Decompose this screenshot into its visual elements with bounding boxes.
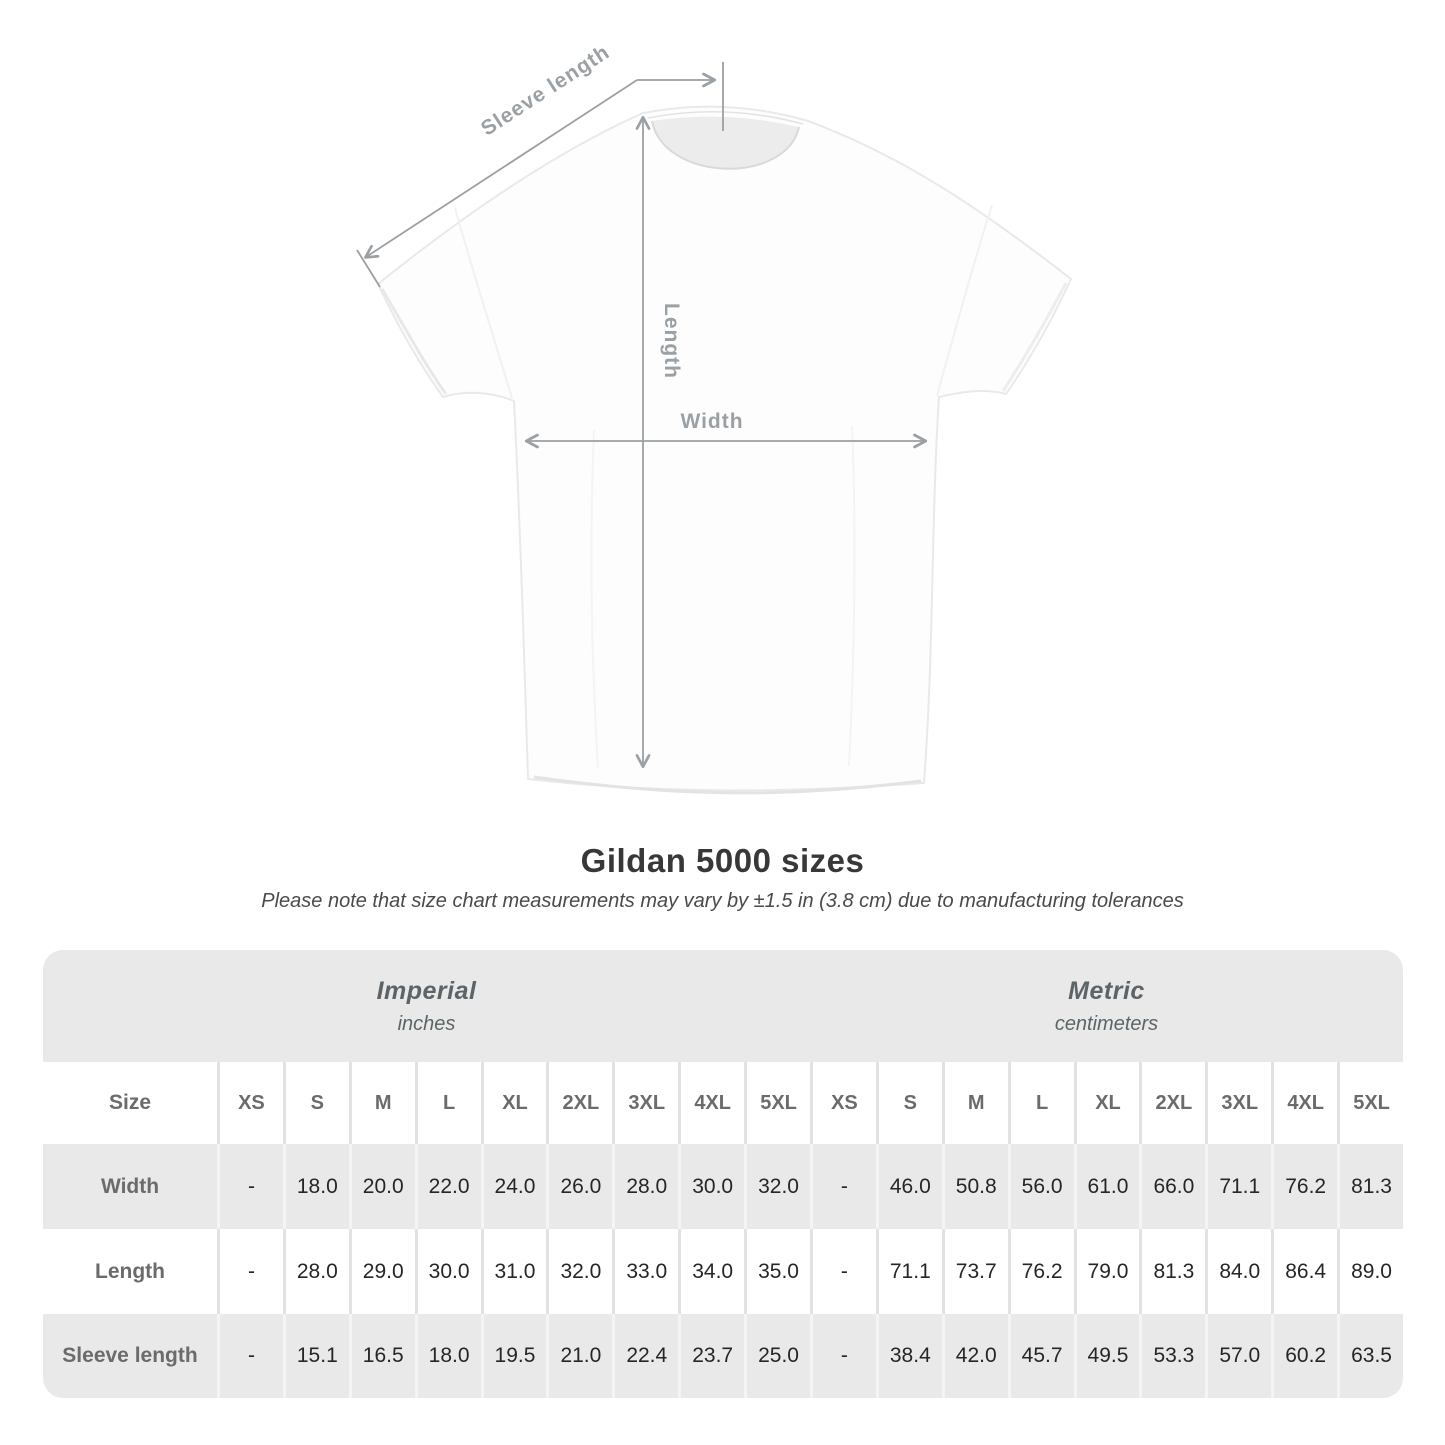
table-cell: 76.2 [1271, 1144, 1337, 1229]
table-cell: 19.5 [480, 1314, 547, 1398]
table-cell: 28.0 [612, 1144, 678, 1229]
table-cell: 16.5 [348, 1314, 415, 1398]
table-cell: 28.0 [282, 1229, 349, 1314]
table-cell: 46.0 [875, 1144, 942, 1229]
table-cell: 22.4 [612, 1314, 678, 1398]
unit-header-band: Imperial inches Metric centimeters [43, 950, 1403, 1062]
unit-sublabel: centimeters [1054, 1012, 1159, 1035]
table-cell: 35.0 [744, 1229, 810, 1314]
sleeve-length-label: Sleeve length [477, 40, 614, 140]
table-cell: 71.1 [875, 1229, 942, 1314]
table-cell: 21.0 [546, 1314, 612, 1398]
caption-block: Gildan 5000 sizes Please note that size … [0, 842, 1445, 913]
size-header-cell: XS [809, 1062, 876, 1144]
table-cell: - [217, 1314, 283, 1398]
table-cell: 66.0 [1139, 1144, 1205, 1229]
tolerance-note: Please note that size chart measurements… [261, 890, 1184, 912]
size-header-cell: XS [217, 1062, 283, 1144]
table-cell: 56.0 [1007, 1144, 1074, 1229]
unit-group-imperial: Imperial inches [43, 950, 810, 1062]
size-header-cell: 3XL [1205, 1062, 1271, 1144]
table-cell: 33.0 [612, 1229, 678, 1314]
unit-sublabel: inches [397, 1012, 456, 1035]
table-cell: 63.5 [1337, 1314, 1403, 1398]
size-header-row: Size XS S M L XL 2XL 3XL 4XL 5XL XS S M L XL 2XL 3XL 4XL… [43, 1062, 1403, 1144]
size-header-cell: 2XL [546, 1062, 612, 1144]
table-cell: 20.0 [348, 1144, 415, 1229]
sleeve-length-arrow [356, 62, 724, 288]
table-cell: 50.8 [941, 1144, 1008, 1229]
width-label: Width [680, 410, 743, 433]
table-row-width: Width -18.0 20.0 22.0 24.0 26.0 28.0 30.0 32.0-… [43, 1144, 1403, 1229]
table-cell: 15.1 [282, 1314, 349, 1398]
table-cell: 38.4 [875, 1314, 942, 1398]
table-cell: 42.0 [941, 1314, 1008, 1398]
table-cell: 23.7 [678, 1314, 744, 1398]
size-header-cell: S [875, 1062, 942, 1144]
page-title: Gildan 5000 sizes [580, 842, 865, 879]
table-cell: - [217, 1229, 283, 1314]
table-cell: 30.0 [678, 1144, 744, 1229]
table-cell: 89.0 [1337, 1229, 1403, 1314]
table-cell: 34.0 [678, 1229, 744, 1314]
unit-group-metric: Metric centimeters [810, 950, 1403, 1062]
table-cell: 45.7 [1007, 1314, 1074, 1398]
table-cell: 76.2 [1007, 1229, 1074, 1314]
table-cell: 79.0 [1073, 1229, 1140, 1314]
size-header-cell: XL [1073, 1062, 1140, 1144]
size-header-cell: M [941, 1062, 1008, 1144]
table-row-sleeve-length: Sleeve length -15.1 16.5 18.0 19.5 21.0 22.4 2… [43, 1314, 1403, 1398]
tshirt-graphic [376, 105, 1073, 795]
table-cell: 30.0 [414, 1229, 481, 1314]
table-cell: 86.4 [1271, 1229, 1337, 1314]
table-cell: 57.0 [1205, 1314, 1271, 1398]
table-cell: 61.0 [1073, 1144, 1140, 1229]
size-header-cell: 5XL [744, 1062, 810, 1144]
table-cell: 25.0 [744, 1314, 810, 1398]
table-cell: - [809, 1314, 876, 1398]
table-cell: - [217, 1144, 283, 1229]
unit-name: Metric [1068, 976, 1145, 1005]
tshirt-measurement-diagram: Sleeve length Length Width [356, 40, 1073, 795]
table-cell: 71.1 [1205, 1144, 1271, 1229]
size-header-cell: 2XL [1139, 1062, 1205, 1144]
size-header-cell: L [414, 1062, 481, 1144]
size-header-cell: XL [480, 1062, 547, 1144]
table-cell: 29.0 [348, 1229, 415, 1314]
length-label: Length [660, 303, 683, 379]
table-cell: 32.0 [546, 1229, 612, 1314]
table-cell: - [809, 1229, 876, 1314]
table-cell: 81.3 [1139, 1229, 1205, 1314]
table-row-length: Length -28.0 29.0 30.0 31.0 32.0 33.0 34.0 35.0… [43, 1229, 1403, 1314]
size-header-cell: 4XL [678, 1062, 744, 1144]
unit-name: Imperial [376, 976, 477, 1005]
table-cell: 18.0 [414, 1314, 481, 1398]
table-cell: 26.0 [546, 1144, 612, 1229]
table-cell: 22.0 [414, 1144, 481, 1229]
table-cell: 84.0 [1205, 1229, 1271, 1314]
row-label: Length [95, 1259, 165, 1283]
table-cell: 49.5 [1073, 1314, 1140, 1398]
size-header-cell: S [282, 1062, 349, 1144]
size-header-cell: 4XL [1271, 1062, 1337, 1144]
table-cell: 24.0 [480, 1144, 547, 1229]
table-cell: 73.7 [941, 1229, 1008, 1314]
table-cell: 60.2 [1271, 1314, 1337, 1398]
size-header-cell: 3XL [612, 1062, 678, 1144]
size-header-cell: 5XL [1337, 1062, 1403, 1144]
table-cell: 32.0 [744, 1144, 810, 1229]
size-header-cell: L [1007, 1062, 1074, 1144]
size-header-cell: M [348, 1062, 415, 1144]
table-cell: - [809, 1144, 876, 1229]
row-label: Size [108, 1091, 152, 1114]
row-label: Width [100, 1174, 160, 1198]
size-table: Imperial inches Metric centimeters Size … [43, 950, 1403, 1398]
table-cell: 18.0 [282, 1144, 349, 1229]
table-cell: 53.3 [1139, 1314, 1205, 1398]
table-cell: 31.0 [480, 1229, 547, 1314]
table-cell: 81.3 [1337, 1144, 1403, 1229]
row-label: Sleeve length [62, 1344, 198, 1367]
